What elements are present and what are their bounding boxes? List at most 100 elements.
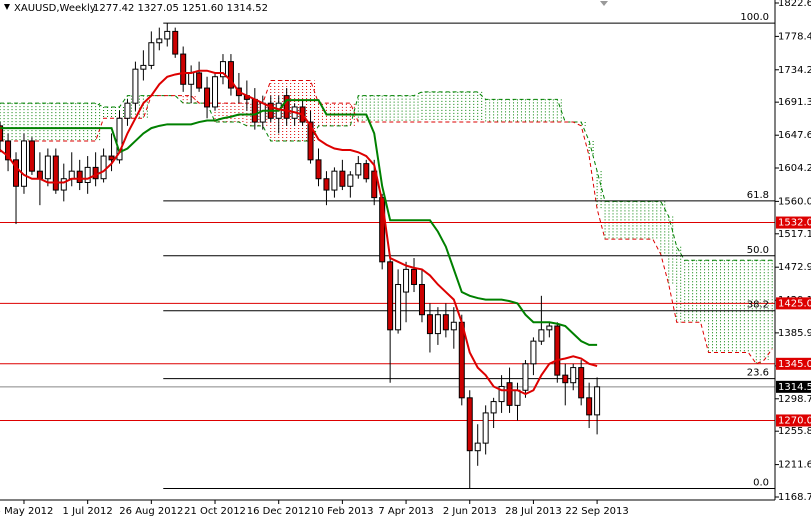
fib-label: 61.8: [747, 190, 769, 201]
y-tick-label: 1734.20: [778, 65, 811, 76]
chart-title: XAUUSD,Weekly: [14, 3, 96, 14]
scroll-icon: [600, 1, 608, 6]
y-tick-label: 1168.70: [778, 492, 811, 503]
level-label: 1270.00: [778, 415, 811, 426]
candle-body: [52, 155, 59, 191]
x-tick-label: 26 Aug 2012: [119, 506, 183, 517]
candle-body: [227, 61, 234, 89]
fib-label: 0.0: [753, 477, 769, 488]
x-tick-label: 2 Jun 2013: [443, 506, 497, 517]
y-tick-label: 1604.20: [778, 163, 811, 174]
candle-body: [0, 125, 4, 142]
candle-body: [411, 268, 418, 285]
candle-body: [204, 87, 211, 108]
candle-body: [506, 382, 513, 406]
candle-body: [538, 329, 545, 342]
candle-body: [546, 325, 553, 331]
candle-body: [387, 261, 394, 331]
candle-body: [395, 283, 402, 331]
y-tick-label: 1255.80: [778, 426, 811, 437]
price-label: 1314.52: [778, 382, 811, 393]
y-tick-label: 1517.10: [778, 229, 811, 240]
cloud-span: [0, 80, 773, 365]
candle-body: [20, 140, 27, 187]
candle-body: [434, 314, 441, 335]
x-tick-label: 1 Jul 2012: [63, 506, 113, 517]
y-tick-label: 1691.35: [778, 97, 811, 108]
candle-body: [148, 42, 155, 66]
x-tick-label: 5 May 2012: [0, 506, 53, 517]
candle-body: [180, 53, 187, 85]
candle-body: [355, 163, 362, 176]
candle-body: [100, 155, 107, 180]
candle-body: [219, 61, 226, 78]
candle-body: [13, 159, 20, 187]
x-tick-label: 21 Oct 2012: [184, 506, 246, 517]
candle-body: [28, 140, 35, 172]
level-label: 1425.00: [778, 298, 811, 309]
candle-body: [474, 442, 481, 452]
candle-body: [188, 72, 195, 85]
fib-label: 38.2: [747, 300, 769, 311]
candle-body: [60, 178, 67, 191]
candle-body: [498, 385, 505, 403]
candle-body: [418, 283, 425, 316]
level-label: 1532.00: [778, 218, 811, 229]
candle-body: [450, 321, 457, 331]
level-tag: [776, 357, 811, 370]
candle-body: [466, 397, 473, 452]
x-tick-label: 22 Sep 2013: [565, 506, 628, 517]
candle-body: [164, 30, 171, 40]
x-tick-label: 16 Dec 2012: [247, 506, 311, 517]
candle-body: [251, 98, 258, 123]
candle-body: [347, 174, 354, 187]
candle-body: [514, 389, 521, 406]
candle-body: [116, 117, 123, 161]
candle-body: [570, 367, 577, 384]
candle-body: [140, 64, 147, 70]
candle-body: [307, 121, 314, 161]
candle-body: [156, 38, 163, 44]
candle-body: [331, 170, 338, 191]
level-tag: [776, 297, 811, 310]
candle-body: [212, 76, 219, 108]
candle-body: [323, 178, 330, 191]
fib-label: 50.0: [747, 245, 769, 256]
candle-body: [124, 102, 131, 119]
candle-body: [108, 155, 115, 161]
kijun-line: [0, 99, 598, 346]
candle-body: [562, 374, 569, 384]
x-tick-label: 10 Feb 2013: [311, 506, 373, 517]
y-tick-label: 1211.60: [778, 460, 811, 471]
candle-body: [76, 170, 83, 183]
candle-body: [132, 68, 139, 104]
price-tag: [776, 380, 811, 393]
candle-body: [339, 170, 346, 187]
y-tick-label: 1647.60: [778, 130, 811, 141]
level-tag: [776, 216, 811, 229]
level-label: 1345.00: [778, 359, 811, 370]
y-tick-label: 1560.00: [778, 196, 811, 207]
x-tick-label: 7 Apr 2013: [378, 506, 433, 517]
plot-area: 100.0 61.8 50.0 38.2 23.6 0.0: [0, 12, 775, 489]
candle-body: [522, 363, 529, 391]
candle-body: [172, 30, 179, 55]
candle-body: [594, 386, 601, 416]
y-tick-label: 1472.90: [778, 262, 811, 273]
candle-body: [426, 314, 433, 335]
candle-body: [490, 401, 497, 414]
x-tick-label: 28 Jul 2013: [505, 506, 562, 517]
candle-body: [196, 72, 203, 89]
level-tag: [776, 414, 811, 427]
candle-body: [458, 321, 465, 399]
candle-body: [578, 367, 585, 399]
y-tick-label: 1298.70: [778, 394, 811, 405]
symbol-icon: [4, 4, 10, 10]
candle-body: [442, 314, 449, 331]
candle-body: [68, 170, 75, 180]
candle-body: [315, 159, 322, 180]
candle-body: [84, 166, 91, 183]
candle-body: [403, 268, 410, 293]
